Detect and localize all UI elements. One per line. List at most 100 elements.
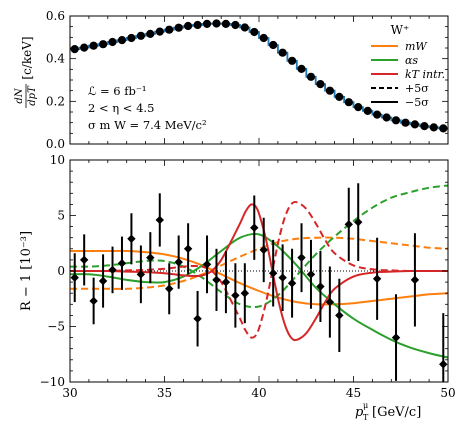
top-ylabel-unit: [c/keV] bbox=[20, 36, 34, 79]
top-data-point bbox=[363, 106, 372, 115]
ratio-curve-1 bbox=[70, 236, 448, 290]
top-y-axis-label: dN dpT [c/keV] bbox=[14, 36, 38, 108]
legend-label-minus5sigma: −5σ bbox=[405, 96, 429, 109]
top-data-point bbox=[184, 21, 193, 31]
ratio-curve-0 bbox=[70, 249, 448, 306]
ratio-data-point bbox=[155, 215, 164, 225]
ratio-data-point bbox=[297, 253, 306, 262]
top-data-point bbox=[306, 72, 316, 81]
top-data-point bbox=[410, 120, 419, 129]
top-data-point bbox=[354, 103, 363, 112]
y-tick-label: 5 bbox=[57, 209, 65, 223]
x-axis-label-unit: [GeV/c] bbox=[372, 405, 421, 420]
ratio-data-point bbox=[98, 276, 108, 286]
ratio-data-point bbox=[268, 269, 278, 278]
y-tick-label: 0.6 bbox=[46, 9, 65, 23]
ratio-data-point bbox=[335, 311, 344, 320]
top-data-point bbox=[250, 27, 259, 37]
top-data-point bbox=[259, 33, 268, 43]
ratio-data-point bbox=[212, 275, 221, 285]
top-data-point bbox=[231, 20, 240, 30]
ratio-data-point bbox=[70, 273, 79, 282]
top-data-point bbox=[89, 41, 98, 50]
top-data-point bbox=[278, 48, 287, 57]
y-tick-label: 0.2 bbox=[46, 94, 65, 108]
top-data-point bbox=[382, 113, 391, 122]
top-data-point bbox=[146, 29, 155, 38]
ratio-data-point bbox=[127, 234, 136, 244]
y-tick-label: 0.0 bbox=[46, 137, 65, 151]
top-data-point bbox=[240, 23, 249, 32]
ratio-data-point bbox=[410, 275, 420, 285]
ratio-data-point bbox=[79, 255, 89, 265]
top-x-axis bbox=[69, 16, 449, 144]
x-tick-label: 35 bbox=[157, 386, 172, 400]
top-data-point bbox=[127, 33, 136, 43]
top-data-point bbox=[316, 80, 325, 89]
top-data-point bbox=[297, 64, 306, 73]
ratio-data-point bbox=[231, 291, 240, 300]
legend-label-alphas: αs bbox=[405, 54, 418, 67]
top-data-point bbox=[99, 40, 108, 49]
annotation-eta-range: 2 < η < 4.5 bbox=[88, 101, 154, 115]
ratio-data-point bbox=[325, 297, 335, 307]
y-tick-label: −10 bbox=[40, 375, 65, 389]
top-data-point bbox=[193, 20, 202, 30]
x-tick-label: 40 bbox=[251, 386, 266, 400]
top-data-point bbox=[429, 123, 438, 132]
ratio-data-point bbox=[221, 277, 231, 287]
top-data-point bbox=[391, 116, 401, 125]
ratio-data-point bbox=[108, 265, 117, 275]
top-data-point bbox=[221, 19, 230, 28]
ratio-data-point bbox=[174, 257, 183, 267]
top-data-point bbox=[401, 118, 410, 127]
top-data-point bbox=[108, 37, 117, 47]
x-tick-label: 45 bbox=[346, 386, 361, 400]
y-tick-label: −5 bbox=[47, 320, 65, 334]
y-tick-label: 10 bbox=[50, 153, 65, 167]
x-tick-label: 50 bbox=[440, 386, 455, 400]
bottom-points-layer bbox=[70, 183, 448, 382]
ratio-data-point bbox=[354, 217, 363, 227]
top-data-point bbox=[269, 40, 278, 50]
top-data-point bbox=[288, 56, 297, 65]
ratio-data-point bbox=[439, 360, 448, 369]
ratio-data-point bbox=[117, 259, 127, 268]
top-data-point bbox=[70, 45, 79, 54]
top-data-point bbox=[155, 27, 164, 36]
ratio-curve-2 bbox=[70, 232, 448, 359]
top-step-series-0 bbox=[70, 22, 448, 130]
x-tick-label: 30 bbox=[62, 386, 77, 400]
bottom-x-axis-label: p T μ [GeV/c] bbox=[355, 401, 421, 422]
ratio-data-point bbox=[372, 274, 382, 283]
ratio-curve-4 bbox=[70, 203, 448, 342]
ratio-data-point bbox=[391, 333, 401, 342]
top-data-point bbox=[325, 86, 334, 95]
x-axis-label-superscript: μ bbox=[363, 401, 368, 410]
top-series-layer bbox=[70, 22, 448, 130]
top-data-point bbox=[117, 36, 127, 45]
ratio-curve-3 bbox=[70, 184, 448, 309]
top-data-point bbox=[344, 98, 353, 107]
ratio-data-point bbox=[278, 273, 287, 282]
ratio-data-point bbox=[136, 270, 146, 279]
bottom-y-axis-label: R − 1 [10⁻³] bbox=[19, 231, 34, 311]
ratio-data-point bbox=[259, 245, 268, 255]
bottom-series-layer bbox=[70, 184, 448, 359]
top-data-point bbox=[174, 23, 183, 32]
ratio-data-point bbox=[193, 314, 202, 323]
top-ylabel-denominator: dpT bbox=[27, 85, 38, 106]
legend-title: W⁺ bbox=[391, 23, 410, 37]
top-points-layer bbox=[70, 19, 448, 133]
ratio-data-point bbox=[202, 260, 212, 269]
ratio-data-point bbox=[183, 244, 193, 253]
ratio-data-point bbox=[344, 220, 353, 229]
top-data-point bbox=[373, 110, 382, 119]
y-tick-label: 0.4 bbox=[46, 52, 65, 66]
legend-label-mw: mW bbox=[405, 40, 428, 53]
y-tick-label: 0 bbox=[57, 264, 65, 278]
ratio-data-point bbox=[287, 279, 297, 288]
top-data-point bbox=[420, 122, 429, 131]
top-data-point bbox=[136, 31, 145, 40]
